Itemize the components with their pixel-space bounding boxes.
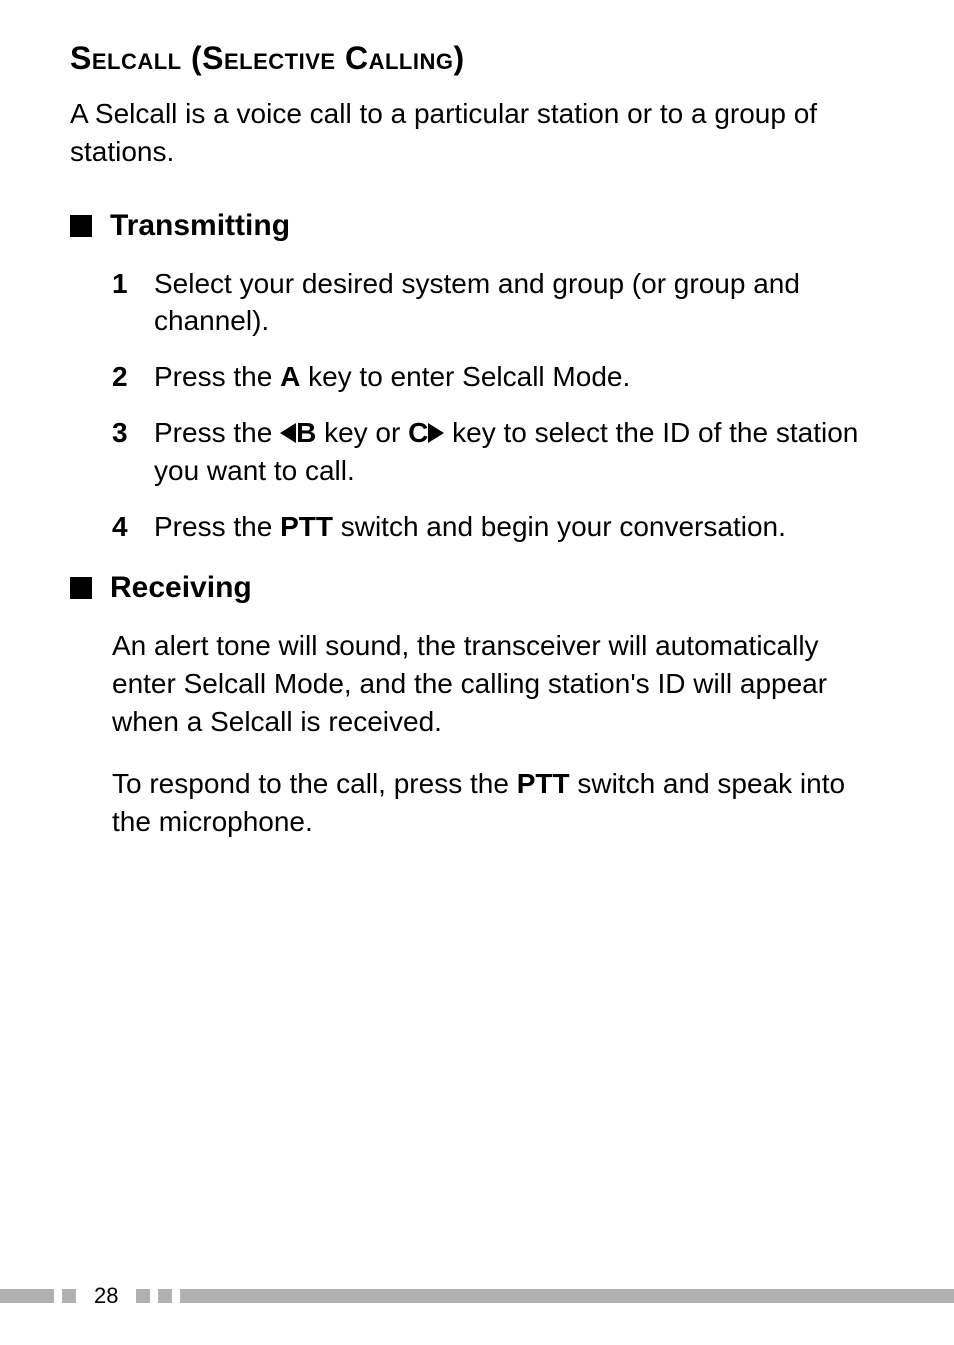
receiving-para-1: An alert tone will sound, the transceive… (70, 627, 884, 740)
list-content-3: Press the B key or C key to select the I… (154, 414, 884, 490)
item2-key: A (280, 361, 300, 392)
footer-bar-icon (180, 1289, 954, 1303)
list-num-4: 4 (112, 508, 154, 546)
footer-bar-icon (158, 1289, 172, 1303)
page-footer: 28 (0, 1283, 954, 1309)
main-heading: Selcall (Selective Calling) (70, 40, 884, 77)
list-item-4: 4 Press the PTT switch and begin your co… (112, 508, 884, 546)
item4-prefix: Press the (154, 511, 280, 542)
triangle-left-icon (280, 423, 296, 443)
item3-mid: key or (316, 417, 408, 448)
transmitting-header: Transmitting (70, 209, 884, 243)
receiving-header: Receiving (70, 571, 884, 605)
item4-suffix: switch and begin your conversation. (333, 511, 786, 542)
square-bullet-icon-2 (70, 577, 92, 599)
transmitting-title: Transmitting (110, 209, 290, 243)
receiving-title: Receiving (110, 571, 252, 605)
item4-key: PTT (280, 511, 333, 542)
transmitting-list: 1 Select your desired system and group (… (70, 265, 884, 546)
list-content-2: Press the A key to enter Selcall Mode. (154, 358, 884, 396)
list-item-1: 1 Select your desired system and group (… (112, 265, 884, 341)
list-content-4: Press the PTT switch and begin your conv… (154, 508, 884, 546)
item2-suffix: key to enter Selcall Mode. (300, 361, 630, 392)
square-bullet-icon (70, 215, 92, 237)
item3-key2: C (408, 417, 428, 448)
para2-prefix: To respond to the call, press the (112, 768, 517, 799)
footer-bar-icon (62, 1289, 76, 1303)
para2-key: PTT (517, 768, 570, 799)
page-number: 28 (94, 1283, 118, 1309)
list-item-3: 3 Press the B key or C key to select the… (112, 414, 884, 490)
footer-bar-icon (0, 1289, 54, 1303)
item3-prefix: Press the (154, 417, 280, 448)
item3-key1: B (296, 417, 316, 448)
list-num-1: 1 (112, 265, 154, 341)
intro-paragraph: A Selcall is a voice call to a particula… (70, 95, 884, 171)
list-num-3: 3 (112, 414, 154, 490)
footer-bar-icon (136, 1289, 150, 1303)
receiving-para-2: To respond to the call, press the PTT sw… (70, 765, 884, 841)
heading-text: Selcall (Selective Calling) (70, 40, 465, 76)
item2-prefix: Press the (154, 361, 280, 392)
list-num-2: 2 (112, 358, 154, 396)
list-content-1: Select your desired system and group (or… (154, 265, 884, 341)
list-item-2: 2 Press the A key to enter Selcall Mode. (112, 358, 884, 396)
triangle-right-icon (428, 423, 444, 443)
